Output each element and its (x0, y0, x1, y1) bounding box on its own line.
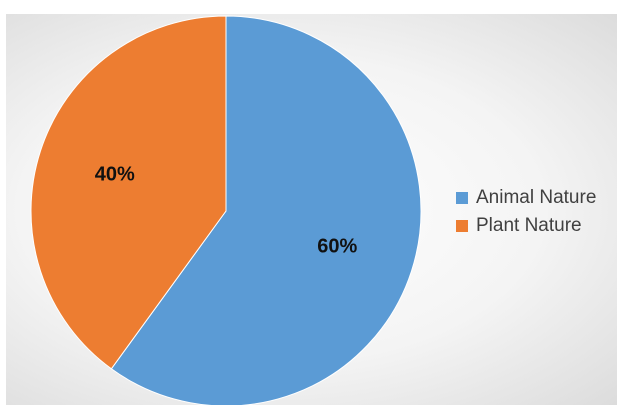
chart-area: Animal Nature Plant Nature 60% 40% (6, 14, 617, 405)
legend-label-plant-nature: Plant Nature (476, 215, 582, 236)
legend-item-plant-nature: Plant Nature (456, 212, 596, 240)
data-label-animal-nature: 60% (317, 235, 358, 258)
pie-slice-plant-nature (30, 15, 227, 370)
legend-item-animal-nature: Animal Nature (456, 184, 596, 212)
legend-swatch-plant-nature (456, 220, 468, 232)
pie-slice-animal-nature (110, 15, 422, 405)
legend-label-animal-nature: Animal Nature (476, 187, 597, 208)
data-label-plant-nature: 40% (94, 163, 135, 186)
legend: Animal Nature Plant Nature (456, 184, 596, 240)
legend-swatch-animal-nature (456, 192, 468, 204)
pie-chart (30, 15, 422, 405)
